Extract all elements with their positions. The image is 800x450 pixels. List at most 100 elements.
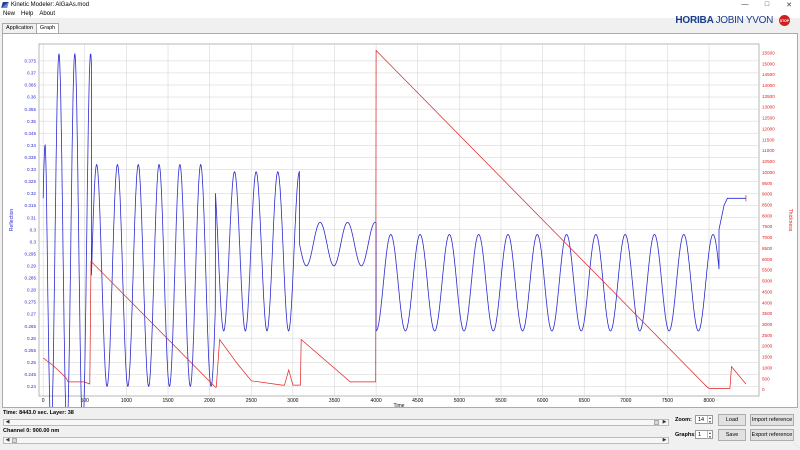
y2-tick-label: 7500	[762, 224, 773, 229]
title-bar: Kinetic Modeler: AlGaAs.mod — □ ✕	[0, 0, 800, 9]
zoom-stepper[interactable]: 14 ▲ ▼	[695, 415, 713, 424]
y2-tick-label: 13500	[762, 94, 775, 99]
channel-scrollbar[interactable]: ◀ ▶	[3, 437, 669, 444]
save-button[interactable]: Save	[718, 429, 746, 441]
maximize-icon[interactable]: □	[764, 1, 770, 8]
brand-name: HORIBA	[675, 15, 714, 26]
y2-tick-label: 6000	[762, 257, 773, 262]
stop-label: STOP	[779, 18, 790, 23]
y-tick-label: 0.375	[25, 59, 37, 64]
load-button[interactable]: Load	[718, 414, 746, 426]
x-tick-label: 8000	[703, 398, 714, 404]
zoom-spin-icon[interactable]: ▲ ▼	[707, 416, 712, 424]
channel-scroll-right-icon[interactable]: ▶	[662, 437, 667, 443]
x-tick-label: 3000	[287, 398, 298, 404]
y-tick-label: 0.345	[25, 131, 37, 136]
thickness-series-line	[42, 49, 747, 389]
scroll-right-icon[interactable]: ▶	[662, 419, 667, 425]
y-tick-label: 0.29	[27, 264, 36, 269]
scroll-left-icon[interactable]: ◀	[5, 419, 10, 425]
graphs-value: 1	[698, 432, 702, 438]
y2-tick-label: 3500	[762, 311, 773, 316]
y-tick-label: 0.365	[25, 83, 37, 88]
app-icon	[1, 1, 9, 8]
tab-strip: Application Graph	[2, 23, 60, 33]
time-scrollbar[interactable]: ◀ ▶	[3, 419, 669, 426]
x-tick-label: 6500	[579, 398, 590, 404]
y-tick-label: 0.36	[27, 95, 36, 100]
menu-item-help[interactable]: Help	[21, 10, 34, 17]
window-controls: — □ ✕	[734, 0, 800, 9]
tab-application[interactable]: Application	[2, 23, 37, 33]
y2-tick-label: 9500	[762, 181, 773, 186]
y-tick-label: 0.285	[25, 276, 37, 281]
y2-tick-label: 9000	[762, 192, 773, 197]
stop-button[interactable]: STOP	[779, 15, 790, 26]
y2-tick-label: 10500	[762, 159, 775, 164]
y2-tick-label: 2500	[762, 333, 773, 338]
y2-tick-label: 8000	[762, 213, 773, 218]
zoom-label: Zoom:	[675, 417, 692, 423]
channel-scroll-thumb[interactable]	[12, 438, 17, 443]
y-tick-label: 0.3	[30, 227, 37, 232]
x-tick-label: 1000	[121, 398, 132, 404]
y-tick-label: 0.275	[25, 300, 37, 305]
x-tick-label: 1500	[162, 398, 173, 404]
graphs-stepper[interactable]: 1 ▲ ▼	[695, 430, 713, 439]
y2-tick-label: 13000	[762, 105, 775, 110]
export-reference-button[interactable]: Export reference	[750, 429, 794, 441]
menu-item-about[interactable]: About	[39, 10, 56, 17]
y-tick-label: 0.265	[25, 324, 37, 329]
y2-tick-label: 15000	[762, 61, 775, 66]
x-tick-label: 5500	[495, 398, 506, 404]
y-tick-label: 0.295	[25, 251, 37, 256]
menu-item-new[interactable]: New	[3, 10, 16, 17]
graphs-spin-icon[interactable]: ▲ ▼	[707, 431, 712, 439]
graphs-label: Graphs:	[675, 432, 697, 438]
y2-tick-label: 11000	[762, 148, 775, 153]
y-tick-label: 0.25	[27, 360, 36, 365]
close-icon[interactable]: ✕	[786, 1, 792, 9]
y2-tick-label: 5500	[762, 268, 773, 273]
x-tick-label: 2500	[246, 398, 257, 404]
y2-tick-label: 8500	[762, 202, 773, 207]
zoom-value: 14	[698, 417, 705, 423]
y-tick-label: 0.355	[25, 107, 37, 112]
resize-grip-icon[interactable]: ⋱	[794, 443, 799, 449]
window-title: Kinetic Modeler: AlGaAs.mod	[11, 1, 90, 8]
scroll-thumb[interactable]	[654, 420, 659, 425]
plot-area	[38, 43, 760, 397]
channel-scroll-left-icon[interactable]: ◀	[5, 437, 10, 443]
minimize-icon[interactable]: —	[741, 1, 749, 8]
y-tick-label: 0.32	[27, 191, 36, 196]
y-tick-label: 0.28	[27, 288, 36, 293]
graph-panel: 0 500 1000 1500 2000 2500 3000 3500 4000 4500 5000…	[2, 33, 798, 432]
x-tick-label: 6000	[537, 398, 548, 404]
x-axis-label: Time	[394, 403, 405, 407]
y-tick-label: 0.35	[27, 119, 36, 124]
y2-tick-label: 2000	[762, 344, 773, 349]
y-tick-label: 0.33	[27, 167, 36, 172]
y2-tick-label: 14000	[762, 83, 775, 88]
y-tick-label: 0.34	[27, 143, 36, 148]
import-reference-button[interactable]: Import reference	[750, 414, 794, 426]
y2-tick-label: 12500	[762, 116, 775, 121]
y2-axis-label: Thickness	[787, 209, 793, 232]
brand-logo: HORIBA JOBIN YVON STOP	[675, 15, 790, 26]
x-tick-label: 5000	[454, 398, 465, 404]
y2-tick-label: 14500	[762, 72, 775, 77]
tab-graph[interactable]: Graph	[35, 23, 60, 33]
x-tick-label: 500	[81, 398, 90, 404]
reflection-series-line	[42, 53, 746, 432]
y-tick-label: 0.315	[25, 203, 37, 208]
y2-tick-label: 6500	[762, 246, 773, 251]
y2-tick-label: 11500	[762, 137, 775, 142]
y2-tick-label: 1000	[762, 365, 773, 370]
y2-tick-label: 15500	[762, 50, 775, 55]
y2-tick-label: 0	[762, 387, 765, 392]
y-tick-label: 0.31	[27, 215, 36, 220]
y-tick-label: 0.255	[25, 348, 37, 353]
y2-tick-label: 5000	[762, 279, 773, 284]
y-tick-label: 0.24	[27, 384, 36, 389]
y-tick-label: 0.3	[30, 239, 37, 244]
